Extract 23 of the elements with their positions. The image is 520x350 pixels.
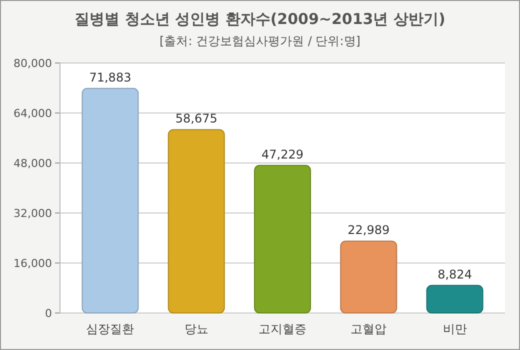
chart-title: 질병별 청소년 성인병 환자수(2009~2013년 상반기) bbox=[74, 10, 446, 28]
chart-subtitle: [출처: 건강보험심사평가원 / 단위:명] bbox=[160, 34, 360, 48]
data-label: 8,824 bbox=[438, 267, 472, 282]
x-tick-label: 당뇨 bbox=[184, 322, 208, 336]
x-tick-label: 고지혈증 bbox=[258, 322, 306, 336]
y-tick-label: 48,000 bbox=[14, 156, 52, 170]
y-tick-label: 16,000 bbox=[14, 256, 52, 270]
y-tick-label: 32,000 bbox=[14, 206, 52, 220]
y-tick-label: 80,000 bbox=[14, 56, 52, 70]
x-tick-label: 고혈압 bbox=[350, 322, 387, 336]
bar bbox=[340, 240, 398, 314]
x-tick-label: 비만 bbox=[442, 322, 467, 336]
bar bbox=[82, 88, 139, 314]
y-tick-label: 64,000 bbox=[14, 106, 52, 120]
bar bbox=[168, 129, 225, 314]
y-tick-label: 0 bbox=[45, 306, 52, 320]
bar bbox=[254, 164, 311, 314]
bar bbox=[426, 284, 484, 314]
data-label: 22,989 bbox=[348, 223, 390, 238]
x-tick-label: 심장질환 bbox=[86, 322, 134, 336]
data-label: 58,675 bbox=[175, 112, 218, 126]
data-label: 47,229 bbox=[262, 147, 304, 162]
data-label: 71,883 bbox=[89, 70, 132, 84]
